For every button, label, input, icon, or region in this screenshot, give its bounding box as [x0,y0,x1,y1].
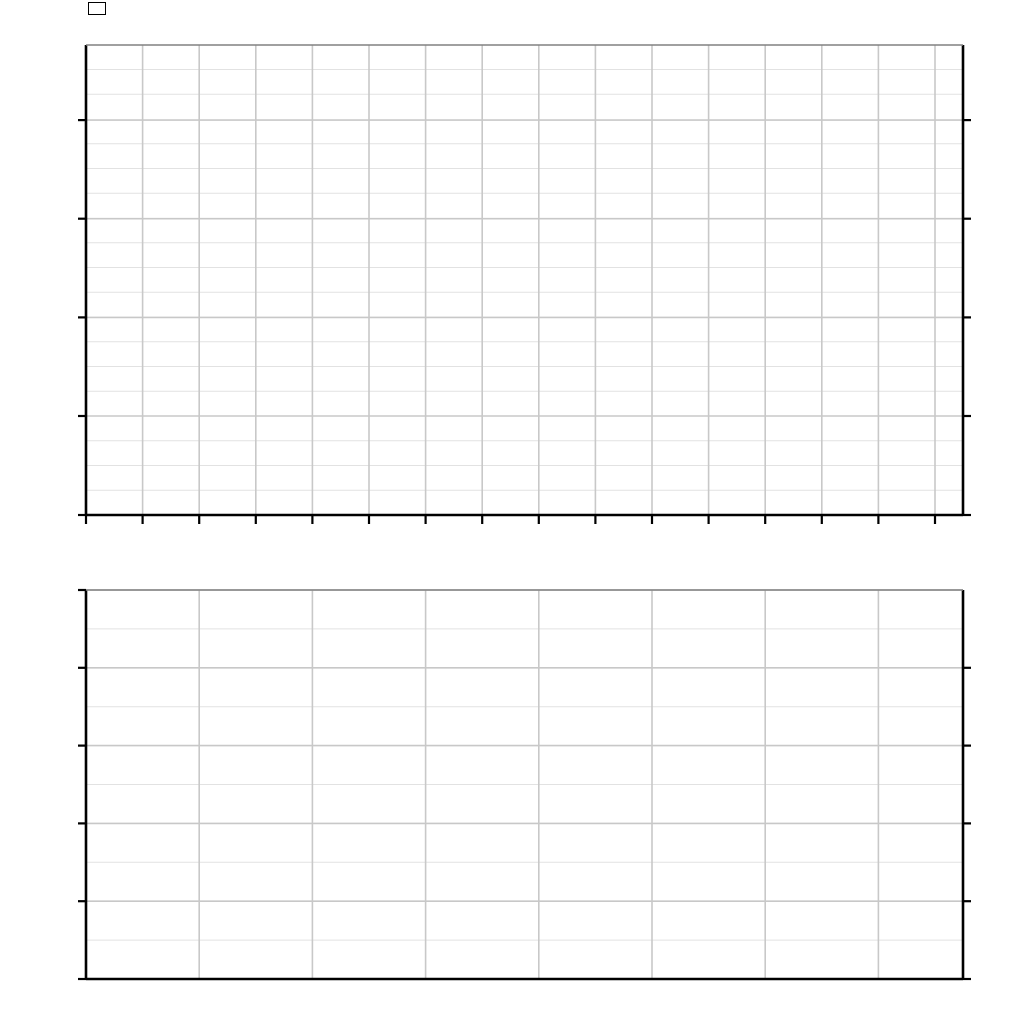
bottom-axis-frame [84,589,965,981]
bottom-axis-ticks [78,588,971,981]
top-minor-gridlines [86,44,963,491]
top-chart-panel [78,2,971,524]
top-axis-ticks [78,118,971,524]
top-major-gridlines [86,45,963,515]
top-axis-frame [84,44,965,517]
bottom-minor-gridlines [86,628,963,941]
bottom-chart-panel [0,545,1024,1024]
chart-title [88,2,106,15]
top-plot-area [78,44,971,524]
bottom-plot-area [78,588,971,981]
